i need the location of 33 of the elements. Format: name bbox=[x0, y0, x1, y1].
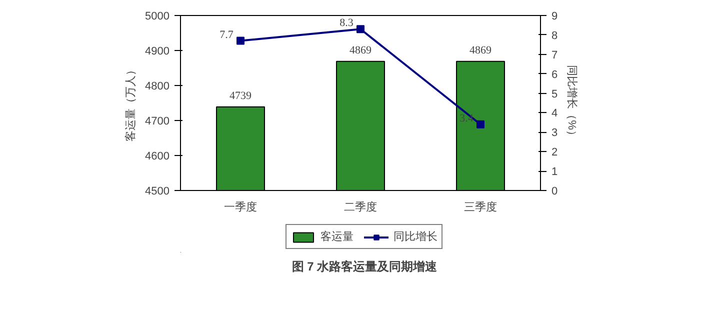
point bbox=[476, 120, 484, 128]
x-tick-label: 二季度 bbox=[344, 200, 377, 214]
y-tick-label: 5000 bbox=[145, 10, 170, 22]
data-label: 3.4 bbox=[460, 112, 474, 124]
y-tick-label: 4800 bbox=[145, 80, 170, 92]
data-label: 4869 bbox=[350, 44, 372, 56]
y2-tick-label: 3 bbox=[552, 127, 558, 140]
legend-label: 客运量 bbox=[320, 230, 354, 244]
y2-tick-label: 6 bbox=[552, 68, 558, 81]
x-tick-label: 三季度 bbox=[464, 200, 497, 214]
point bbox=[356, 25, 364, 34]
y-tick-label: 4500 bbox=[145, 186, 170, 198]
y-axis-title: 客运量（万人） bbox=[124, 64, 138, 142]
x-tick-label: 一季度 bbox=[224, 200, 257, 214]
point bbox=[236, 36, 244, 45]
data-label: 7.7 bbox=[220, 28, 234, 41]
y2-tick-label: 2 bbox=[552, 146, 558, 159]
data-label: 8.3 bbox=[340, 17, 354, 30]
y-tick-label: 4700 bbox=[145, 116, 170, 128]
data-label: 4739 bbox=[230, 90, 252, 102]
y-tick-label: 4900 bbox=[145, 46, 170, 58]
text: 图 7 水路客运量及同期增速 bbox=[292, 260, 438, 274]
y2-tick-label: 0 bbox=[552, 186, 558, 198]
y2-tick-label: 9 bbox=[552, 10, 558, 22]
y2-tick-label: 4 bbox=[552, 108, 558, 120]
y2-axis-title: 同比增长（%） bbox=[566, 65, 579, 141]
y2-tick-label: 5 bbox=[552, 88, 558, 100]
legend-label: 同比增长 bbox=[394, 230, 438, 244]
data-label: 4869 bbox=[470, 44, 492, 56]
y2-tick-label: 1 bbox=[552, 166, 558, 178]
y2-tick-label: 7 bbox=[552, 49, 558, 62]
y2-tick-label: 8 bbox=[552, 30, 558, 42]
y-tick-label: 4600 bbox=[145, 150, 170, 162]
